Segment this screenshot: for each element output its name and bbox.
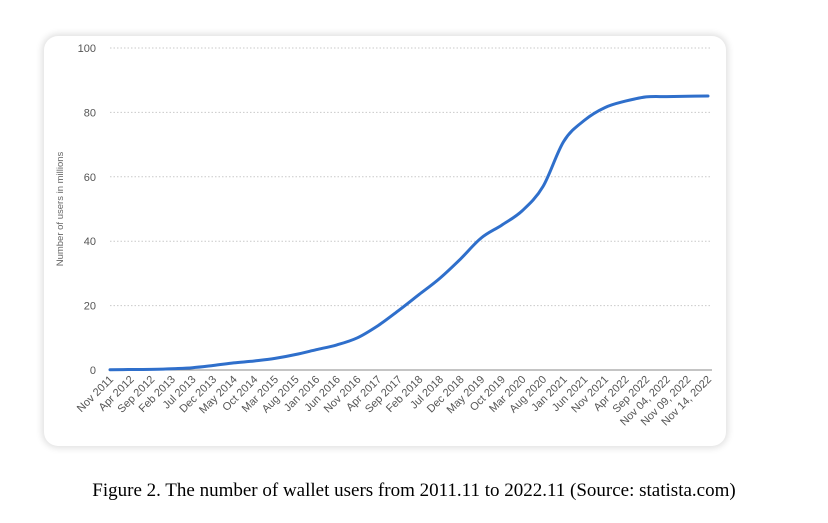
- grid-lines: [110, 47, 712, 371]
- y-tick-label: 60: [84, 172, 96, 184]
- y-tick-label: 100: [78, 43, 96, 55]
- series-line-0: [108, 94, 710, 372]
- y-axis-label: Number of users in millions: [55, 151, 66, 266]
- series-layer: [108, 94, 710, 372]
- chart-card: 0 20 40 60 80 100 Nov 2011 Apr 2012 Sep 2012 Feb…: [44, 36, 726, 446]
- figure-caption: Figure 2. The number of wallet users fro…: [92, 480, 736, 501]
- y-tick-label: 40: [84, 236, 96, 248]
- y-tick-label: 0: [90, 365, 96, 377]
- y-tick-label: 80: [84, 107, 96, 119]
- y-tick-label: 20: [84, 301, 96, 313]
- y-axis-ticks: 0 20 40 60 80 100: [78, 43, 96, 377]
